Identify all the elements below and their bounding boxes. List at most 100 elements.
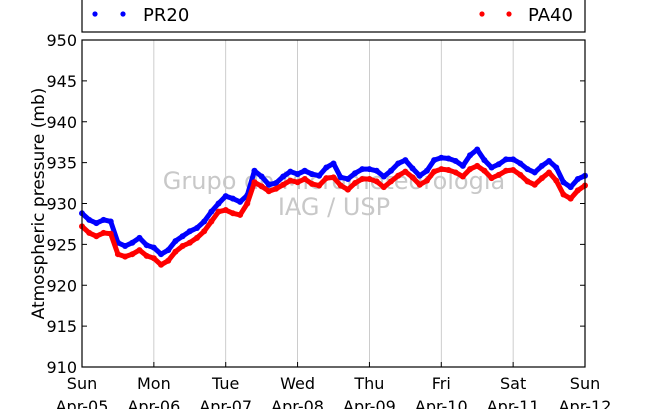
x-tick-label-date: Apr-08 (271, 397, 324, 409)
data-point (467, 152, 474, 159)
data-point (186, 239, 193, 246)
data-point (359, 166, 366, 173)
data-point (416, 181, 423, 188)
y-tick-label: 935 (46, 154, 77, 173)
series-pr20 (79, 146, 588, 258)
data-point (352, 180, 359, 187)
data-point (229, 195, 236, 202)
data-point (158, 261, 165, 268)
data-point (553, 164, 560, 171)
data-point (495, 161, 502, 168)
data-point (337, 182, 344, 189)
x-tick-label-date: Apr-11 (487, 397, 540, 409)
data-point (86, 216, 93, 223)
data-point (100, 216, 107, 223)
data-point (510, 166, 517, 173)
data-point (237, 211, 244, 218)
data-point (517, 160, 524, 167)
data-point (186, 228, 193, 235)
data-point (366, 175, 373, 182)
data-point (222, 207, 229, 214)
data-point (122, 243, 129, 250)
data-point (107, 218, 114, 225)
x-tick-label-day: Fri (432, 374, 451, 393)
legend-label-pa40: PA40 (528, 5, 573, 26)
data-point (423, 167, 430, 174)
data-point (495, 171, 502, 178)
data-point (93, 220, 100, 227)
data-point (222, 193, 229, 200)
data-point (387, 178, 394, 185)
data-point (574, 175, 581, 182)
data-point (107, 230, 114, 237)
x-tick-label-day: Wed (280, 374, 315, 393)
data-point (129, 251, 136, 258)
data-point (193, 225, 200, 232)
data-point (431, 157, 438, 164)
data-point (179, 243, 186, 250)
data-point (560, 179, 567, 186)
data-point (179, 233, 186, 240)
data-point (114, 251, 121, 258)
data-point (301, 175, 308, 182)
data-point (531, 181, 538, 188)
data-point (244, 200, 251, 207)
data-point (409, 165, 416, 172)
data-point (229, 210, 236, 217)
data-point (402, 157, 409, 164)
data-point (201, 218, 208, 225)
data-point (136, 247, 143, 254)
series-pa40 (79, 162, 588, 268)
data-point (158, 251, 165, 258)
data-point (352, 170, 359, 177)
data-point (467, 166, 474, 173)
data-point (330, 174, 337, 181)
data-point (100, 229, 107, 236)
x-tick-label-date: Apr-06 (127, 397, 180, 409)
data-point (567, 184, 574, 191)
data-point (143, 252, 150, 259)
data-point (308, 180, 315, 187)
grid (153, 40, 514, 367)
data-point (380, 173, 387, 180)
data-point (395, 172, 402, 179)
y-tick-label: 925 (46, 235, 77, 254)
data-point (258, 173, 265, 180)
data-point (251, 167, 258, 174)
data-point (86, 229, 93, 236)
data-point (395, 160, 402, 167)
data-point (301, 167, 308, 174)
data-point (567, 195, 574, 202)
x-axis: Sun Apr-05 Mon Apr-06 Tue Apr-07 Wed Apr-08 Thu A… (56, 362, 611, 409)
data-point (488, 175, 495, 182)
data-point (165, 257, 172, 264)
data-point (165, 247, 172, 254)
data-point (265, 181, 272, 188)
legend: PR20 PA40 (81, 0, 586, 33)
data-point (280, 181, 287, 188)
x-tick-label-day: Sat (500, 374, 526, 393)
data-point (366, 166, 373, 173)
data-point (524, 178, 531, 185)
data-point (373, 167, 380, 174)
data-point (251, 179, 258, 186)
data-point (344, 175, 351, 182)
data-point (445, 166, 452, 173)
data-point (237, 198, 244, 205)
data-point (531, 169, 538, 176)
data-point (273, 180, 280, 187)
data-point (359, 175, 366, 182)
x-tick-label-date: Apr-05 (56, 397, 109, 409)
data-point (265, 188, 272, 195)
data-point (373, 178, 380, 185)
y-axis: 910 915 920 925 930 935 940 945 950 (46, 31, 585, 377)
y-tick-label: 950 (46, 31, 77, 50)
data-point (308, 171, 315, 178)
data-point (258, 183, 265, 190)
data-point (201, 228, 208, 235)
data-point (150, 255, 157, 262)
plot-area (82, 40, 585, 367)
data-point (208, 218, 215, 225)
data-point (172, 238, 179, 245)
